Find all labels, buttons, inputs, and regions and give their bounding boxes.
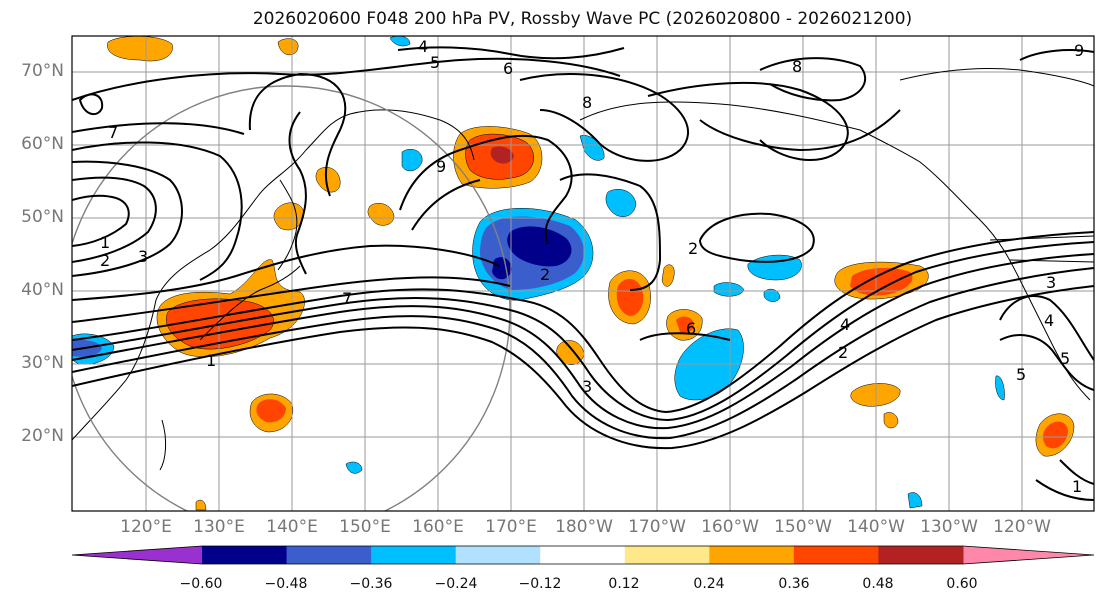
lon-label: 180°W xyxy=(555,517,613,537)
contour-label: 2 xyxy=(838,343,848,362)
anomaly-positive xyxy=(367,203,395,226)
lat-label-30n: 30°N xyxy=(21,353,64,373)
colorbar-tick: 0.60 xyxy=(946,576,978,592)
contour-labels: 4 5 6 8 7 1 2 3 1 7 2 3 4 2 5 8 9 6 2 3 … xyxy=(100,37,1084,496)
contour-label: 2 xyxy=(100,251,110,270)
colorbar-outline xyxy=(71,545,1095,565)
contour-label: 9 xyxy=(1074,41,1084,60)
contour-label: 7 xyxy=(108,123,118,142)
contour-label: 9 xyxy=(436,157,446,176)
colorbar-tick: 0.48 xyxy=(862,576,894,592)
contour-label: 6 xyxy=(686,319,696,338)
lat-label-50n: 50°N xyxy=(21,207,64,227)
contour-label: 1 xyxy=(100,233,110,252)
lat-label-20n: 20°N xyxy=(21,426,64,446)
lon-label: 150°W xyxy=(774,517,832,537)
contour-label: 5 xyxy=(1060,349,1070,368)
colorbar-segment xyxy=(371,546,457,564)
lon-label: 130°W xyxy=(920,517,978,537)
plot-title: 2026020600 F048 200 hPa PV, Rossby Wave … xyxy=(252,9,913,29)
contour-label: 1 xyxy=(1072,477,1082,496)
pv-contours xyxy=(72,46,1094,501)
contour-label: 6 xyxy=(503,59,513,78)
anomaly-negative xyxy=(401,149,423,172)
contour-label: 3 xyxy=(582,377,592,396)
lon-label: 170°E xyxy=(485,517,537,537)
anomaly-positive xyxy=(315,167,341,193)
colorbar-tick: −0.24 xyxy=(434,576,478,592)
contour-label: 8 xyxy=(792,57,802,76)
colorbar-segment xyxy=(878,546,964,564)
lat-label-40n: 40°N xyxy=(21,280,64,300)
anomaly-positive xyxy=(850,267,913,296)
colorbar-tick: 0.12 xyxy=(608,576,640,592)
lon-label: 170°W xyxy=(628,517,686,537)
lon-label: 160°W xyxy=(701,517,759,537)
colorbar xyxy=(71,545,1095,565)
anomaly-negative xyxy=(345,461,363,474)
anomaly-negative xyxy=(763,288,781,302)
anomaly-negative xyxy=(907,492,923,509)
anomaly-positive xyxy=(490,146,514,164)
colorbar-tick: −0.48 xyxy=(264,576,308,592)
lon-label: 150°E xyxy=(339,517,391,537)
contour-label: 7 xyxy=(342,289,352,308)
contour-label: 4 xyxy=(418,37,428,56)
contour-label: 5 xyxy=(1016,365,1026,384)
lat-label-70n: 70°N xyxy=(21,61,64,81)
anomaly-positive xyxy=(676,316,694,333)
lat-label-60n: 60°N xyxy=(21,134,64,154)
colorbar-tick: 0.24 xyxy=(693,576,725,592)
anomaly-negative xyxy=(579,135,605,161)
contour-label: 4 xyxy=(840,315,850,334)
lon-label: 140°W xyxy=(847,517,905,537)
colorbar-segment xyxy=(709,546,795,564)
anomaly-positive xyxy=(195,499,207,511)
graticule xyxy=(72,36,1094,511)
colorbar-extend-high xyxy=(963,546,1094,564)
colorbar-segment xyxy=(202,546,288,564)
contour-label: 2 xyxy=(540,265,550,284)
anomaly-negative xyxy=(605,189,637,217)
anomaly-negative xyxy=(713,282,745,297)
anomaly-negative xyxy=(995,375,1005,401)
contour-label: 2 xyxy=(688,239,698,258)
colorbar-segment xyxy=(793,546,879,564)
anomaly-positive xyxy=(256,399,286,423)
anomaly-positive xyxy=(661,264,675,287)
map-panel: 4 5 6 8 7 1 2 3 1 7 2 3 4 2 5 8 9 6 2 3 … xyxy=(72,36,1094,511)
anomaly-positive xyxy=(616,278,644,316)
colorbar-segment xyxy=(455,546,541,564)
colorbar-segment xyxy=(286,546,372,564)
lon-label: 160°E xyxy=(412,517,464,537)
colorbar-tick: −0.36 xyxy=(349,576,393,592)
colorbar-segment xyxy=(540,546,626,564)
anomaly-positive xyxy=(850,383,901,407)
lon-label: 120°E xyxy=(120,517,172,537)
anomaly-positive xyxy=(883,412,899,429)
lon-label: 140°E xyxy=(266,517,318,537)
colorbar-segment xyxy=(624,546,710,564)
contour-label: 5 xyxy=(430,53,440,72)
colorbar-extend-low xyxy=(72,546,202,564)
anomaly-positive xyxy=(1043,421,1068,449)
lon-label: 130°E xyxy=(193,517,245,537)
contour-label: 4 xyxy=(1044,311,1054,330)
lon-label: 120°W xyxy=(993,517,1051,537)
contour-label: 1 xyxy=(206,351,216,370)
contour-label: 8 xyxy=(582,93,592,112)
anomaly-positive xyxy=(277,38,299,55)
colorbar-tick: 0.36 xyxy=(778,576,810,592)
contour-label: 3 xyxy=(1046,273,1056,292)
colorbar-tick: −0.60 xyxy=(179,576,223,592)
map-frame xyxy=(71,35,1095,512)
contour-label: 3 xyxy=(138,247,148,266)
anomaly-negative xyxy=(507,226,572,267)
colorbar-tick: −0.12 xyxy=(518,576,562,592)
